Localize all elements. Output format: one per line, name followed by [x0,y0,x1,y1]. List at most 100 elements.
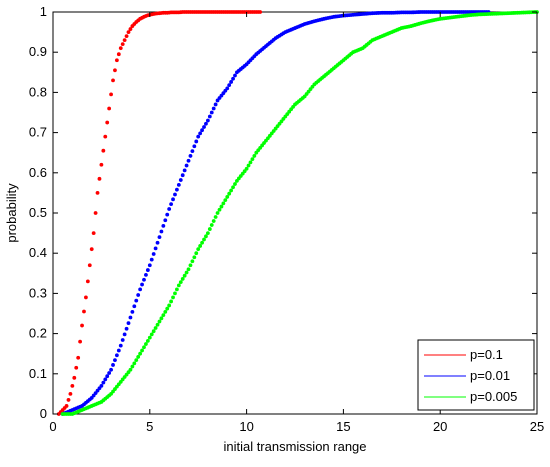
data-point [130,364,135,369]
y-tick-label: 0.6 [29,165,47,180]
data-point [207,114,212,119]
y-tick-label: 0 [40,406,47,421]
legend-label-p0005: p=0.005 [470,389,517,404]
data-point [221,201,226,206]
data-point [194,139,199,144]
data-point [244,166,249,171]
data-point [138,287,143,292]
data-point [140,282,144,287]
x-tick-label: 10 [239,419,253,434]
data-point [64,404,69,408]
data-point [178,178,183,182]
y-tick-label: 0.7 [29,125,47,140]
data-point [126,321,131,326]
data-point [167,303,172,308]
data-point [107,106,112,111]
data-point [120,338,125,342]
data-point [74,365,79,370]
data-point [159,229,164,234]
data-point [157,319,162,324]
data-point [194,251,199,256]
data-point [128,27,133,31]
data-point [215,211,220,215]
data-point [204,121,208,126]
y-tick-label: 1 [40,4,47,19]
data-point [93,211,98,215]
data-point [250,157,255,162]
data-point [161,223,166,228]
y-tick-label: 0.3 [29,285,47,300]
data-point [182,273,187,278]
data-point [84,295,88,300]
series-p=0.1 [56,10,263,416]
data-point [205,231,210,236]
x-tick-label: 20 [433,419,447,434]
data-point [153,326,158,330]
series-p=0.005 [60,10,539,416]
data-point [82,309,86,314]
data-point [103,377,108,382]
data-point [202,125,206,129]
data-point [105,120,110,125]
data-point [178,280,183,285]
data-point [85,279,90,284]
data-point [171,197,175,202]
data-point [190,259,195,264]
data-point [246,163,251,168]
data-point [225,86,230,91]
data-point [165,212,170,217]
data-point [205,118,210,123]
data-point [192,144,197,149]
data-point [223,198,228,203]
data-point [180,277,185,281]
data-point [87,263,92,268]
x-tick-label: 25 [530,419,544,434]
data-point [169,299,174,304]
data-point [169,202,174,207]
data-point [140,348,144,353]
data-point [99,162,104,167]
legend-box [417,339,535,411]
data-point [145,338,150,343]
data-point [149,332,154,337]
data-point [173,291,177,296]
data-point [209,110,214,115]
data-point [225,195,230,199]
data-point [89,247,94,252]
data-point [233,73,237,78]
data-point [99,383,104,388]
data-point [182,168,187,173]
data-point [204,234,208,239]
data-point [109,92,113,97]
data-point [252,154,257,158]
data-point [72,375,77,380]
data-point [113,358,117,363]
tick-layer: 0 5 10 15 20 25 0 0.1 0.2 0.3 0.4 0.5 0.6 0.7 0.8 0.9 1 [29,4,544,434]
data-point [147,335,152,340]
data-point [163,309,168,314]
data-point [142,345,146,350]
data-point [227,83,232,88]
data-point [188,154,193,158]
data-point [134,358,139,363]
data-point [184,270,189,275]
data-point [248,160,253,165]
data-point [165,306,170,311]
data-point [126,30,131,34]
data-point [109,367,113,372]
data-point [200,240,204,245]
data-point [103,134,108,139]
data-point [155,322,160,327]
data-point [155,240,160,245]
data-point [118,343,123,348]
y-tick-label: 0.2 [29,326,47,341]
data-point [122,332,127,337]
data-point [167,207,172,211]
data-point [176,182,181,187]
data-point [229,80,234,84]
data-point [163,218,168,223]
data-point [231,76,235,81]
data-point [176,283,181,288]
data-point [211,219,216,223]
data-point [132,304,137,309]
